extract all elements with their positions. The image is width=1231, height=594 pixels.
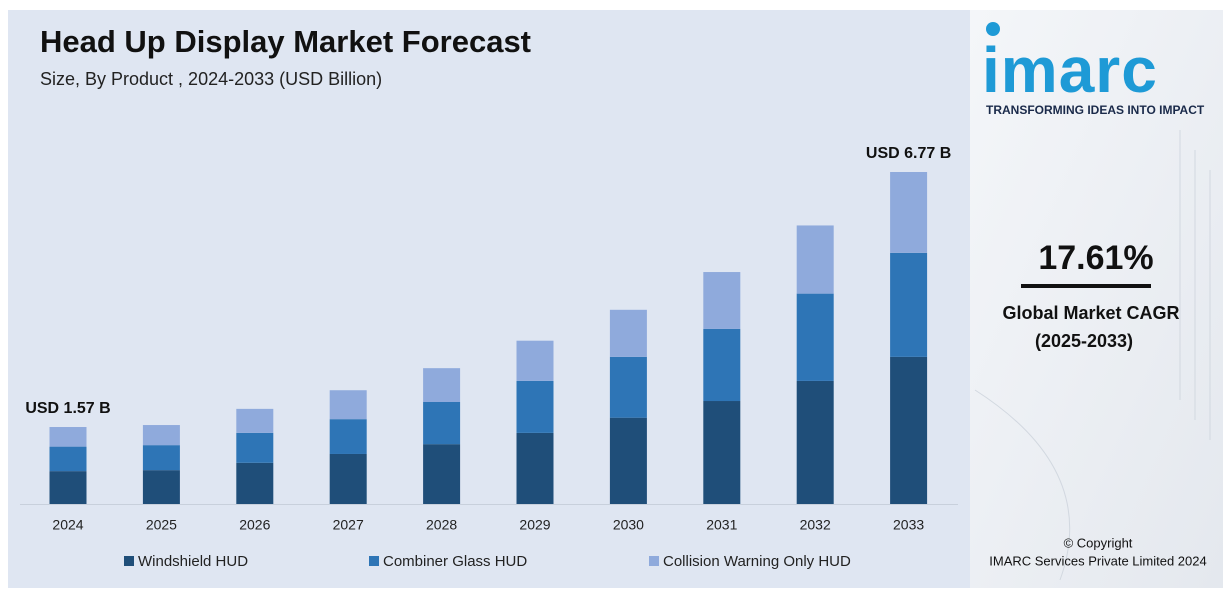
x-tick-label: 2029 — [519, 517, 550, 533]
chart-subtitle: Size, By Product , 2024-2033 (USD Billio… — [40, 69, 382, 89]
bar-segment — [142, 470, 180, 504]
bar-segment — [423, 401, 461, 445]
x-tick-label: 2030 — [613, 517, 644, 533]
bar-segment — [329, 390, 367, 420]
bar-segment — [236, 462, 274, 504]
bar-segment — [142, 445, 180, 471]
bar-segment — [236, 408, 274, 433]
chart-title: Head Up Display Market Forecast — [40, 24, 531, 59]
bar-segment — [796, 380, 834, 504]
side-background — [970, 10, 1223, 588]
bar-segment — [423, 444, 461, 504]
bar-segment — [423, 368, 461, 402]
legend-label: Collision Warning Only HUD — [663, 553, 851, 570]
bar-segment — [329, 453, 367, 504]
bar-segment — [703, 272, 741, 329]
logo: imarc — [982, 34, 1158, 106]
x-tick-label: 2032 — [800, 517, 831, 533]
x-tick-label: 2031 — [706, 517, 737, 533]
bar-segment — [890, 252, 928, 357]
x-tick-label: 2026 — [239, 517, 270, 533]
total-label: USD 1.57 B — [25, 400, 110, 417]
bar-segment — [516, 432, 554, 504]
bar-segment — [796, 293, 834, 381]
company: IMARC Services Private Limited 2024 — [989, 553, 1206, 568]
bar-segment — [703, 328, 741, 402]
bar-segment — [516, 340, 554, 381]
legend-label: Combiner Glass HUD — [383, 553, 527, 570]
bar-segment — [609, 309, 647, 357]
cagr-value: 17.61% — [1038, 239, 1153, 277]
x-tick-label: 2027 — [333, 517, 364, 533]
total-label: USD 6.77 B — [866, 145, 951, 162]
bar-segment — [609, 417, 647, 504]
bar-segment — [49, 446, 87, 472]
bar-segment — [49, 427, 87, 447]
x-tick-label: 2028 — [426, 517, 457, 533]
bar-segment — [49, 471, 87, 504]
side-decoration — [974, 130, 1211, 581]
cagr-rule — [1021, 284, 1151, 288]
bar-segment — [703, 401, 741, 504]
legend-label: Windshield HUD — [138, 553, 248, 570]
bar-segment — [142, 425, 180, 446]
copyright: © Copyright — [1064, 535, 1133, 550]
cagr-period: (2025-2033) — [1035, 331, 1133, 351]
bar-segment — [236, 432, 274, 463]
bar-segment — [890, 172, 928, 253]
tagline: TRANSFORMING IDEAS INTO IMPACT — [986, 103, 1205, 117]
x-tick-label: 2025 — [146, 517, 177, 533]
x-tick-label: 2024 — [52, 517, 83, 533]
bar-segment — [796, 225, 834, 294]
bar-segment — [329, 419, 367, 454]
logo-dot — [986, 22, 1000, 36]
legend-swatch — [124, 556, 134, 566]
bar-segment — [516, 380, 554, 433]
cagr-label: Global Market CAGR — [1002, 303, 1179, 323]
legend-swatch — [369, 556, 379, 566]
x-tick-label: 2033 — [893, 517, 924, 533]
legend-swatch — [649, 556, 659, 566]
bar-segment — [609, 356, 647, 418]
bar-segment — [890, 356, 928, 504]
